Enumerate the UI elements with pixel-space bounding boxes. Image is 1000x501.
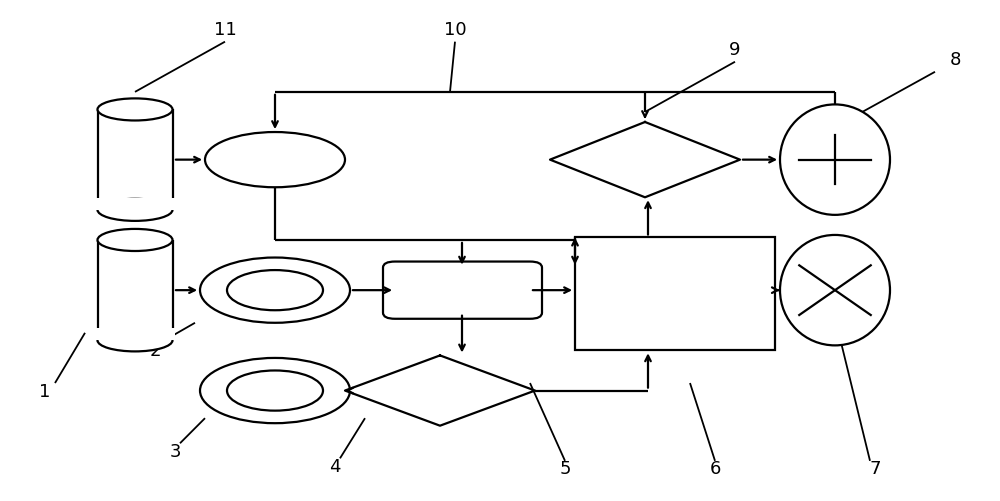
- Text: 6: 6: [709, 459, 721, 477]
- Bar: [96, 329, 175, 341]
- Text: 3: 3: [169, 442, 181, 460]
- Ellipse shape: [98, 330, 173, 352]
- Ellipse shape: [205, 133, 345, 188]
- Bar: [575, 238, 775, 351]
- Text: 5: 5: [559, 459, 571, 477]
- Ellipse shape: [200, 358, 350, 423]
- Ellipse shape: [98, 229, 173, 252]
- Text: 11: 11: [214, 21, 236, 39]
- Text: 10: 10: [444, 21, 466, 39]
- Text: 1: 1: [39, 382, 51, 400]
- Polygon shape: [550, 123, 740, 198]
- Text: 8: 8: [949, 51, 961, 69]
- Ellipse shape: [780, 105, 890, 215]
- Bar: [96, 198, 175, 210]
- Ellipse shape: [200, 258, 350, 323]
- Text: 7: 7: [869, 459, 881, 477]
- FancyBboxPatch shape: [383, 262, 542, 319]
- Ellipse shape: [98, 99, 173, 121]
- Ellipse shape: [227, 371, 323, 411]
- Ellipse shape: [780, 235, 890, 346]
- Polygon shape: [345, 356, 535, 426]
- Text: 2: 2: [149, 342, 161, 360]
- Ellipse shape: [98, 199, 173, 221]
- Text: 4: 4: [329, 457, 341, 475]
- Ellipse shape: [227, 271, 323, 311]
- Text: 9: 9: [729, 41, 741, 59]
